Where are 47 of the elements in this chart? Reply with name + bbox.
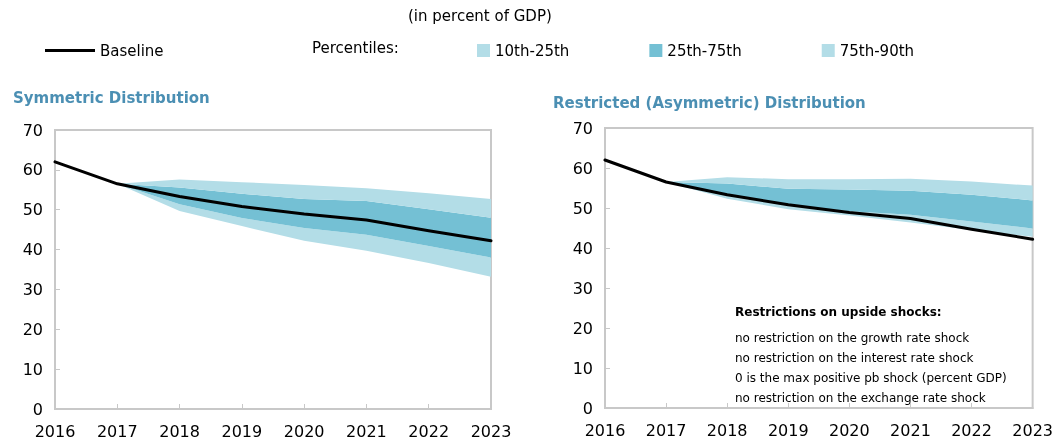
chart-title: Restricted (Asymmetric) Distribution (553, 93, 866, 112)
legend-label: Baseline (100, 41, 164, 60)
annotation: no restriction on the interest rate shock (735, 351, 974, 365)
x-tick-label: 2018 (706, 420, 748, 440)
x-tick-label: 2017 (96, 421, 138, 441)
annotation: no restriction on the growth rate shock (735, 331, 970, 345)
x-tick-label: 2021 (346, 421, 387, 441)
line-series (53, 160, 493, 243)
y-tick-label: 0 (32, 399, 43, 419)
x-tick-label: 2023 (470, 421, 512, 441)
x-tick-label: 2022 (408, 421, 450, 441)
x-tick-label: 2016 (34, 421, 76, 441)
chart-title: Symmetric Distribution (13, 88, 210, 107)
x-tick-label: 2021 (890, 420, 931, 440)
y-tick-label: 40 (22, 240, 43, 260)
y-tick-label: 70 (572, 118, 593, 138)
x-tick-label: 2019 (221, 421, 263, 441)
y-tick-label: 70 (22, 120, 43, 140)
legend-label: 10th-25th (495, 41, 570, 60)
y-tick-label: 50 (572, 198, 593, 218)
x-tick-label: 2019 (767, 420, 809, 440)
y-tick-label: 30 (22, 279, 43, 299)
y-tick-label: 10 (572, 358, 593, 378)
annotation: Restrictions on upside shocks: (735, 305, 942, 319)
y-tick-label: 60 (572, 158, 593, 178)
legend-title: Percentiles: (312, 38, 399, 57)
annotation: no restriction on the exchange rate shock (735, 391, 986, 405)
x-tick-label: 2016 (584, 420, 626, 440)
x-tick-label: 2022 (951, 420, 992, 440)
y-tick-label: 50 (22, 200, 43, 220)
y-tick-label: 20 (22, 319, 43, 339)
y-tick-label: 40 (572, 238, 593, 258)
x-tick-label: 2018 (159, 421, 200, 441)
x-tick-label: 2023 (1012, 420, 1053, 440)
y-tick-label: 10 (22, 359, 43, 379)
y-tick-label: 0 (582, 398, 593, 418)
annotation: 0 is the max positive pb shock (percent GDP) (735, 371, 1007, 385)
chart-subtitle: (in percent of GDP) (408, 6, 552, 25)
x-tick-label: 2017 (645, 420, 687, 440)
x-tick-label: 2020 (829, 420, 870, 440)
x-tick-label: 2020 (283, 421, 325, 441)
y-tick-label: 20 (572, 318, 593, 338)
y-tick-label: 60 (22, 160, 43, 180)
y-tick-label: 30 (572, 278, 593, 298)
legend-label: 75th-90th (839, 41, 915, 60)
legend-label: 25th-75th (667, 41, 742, 60)
line-series (603, 158, 1035, 241)
